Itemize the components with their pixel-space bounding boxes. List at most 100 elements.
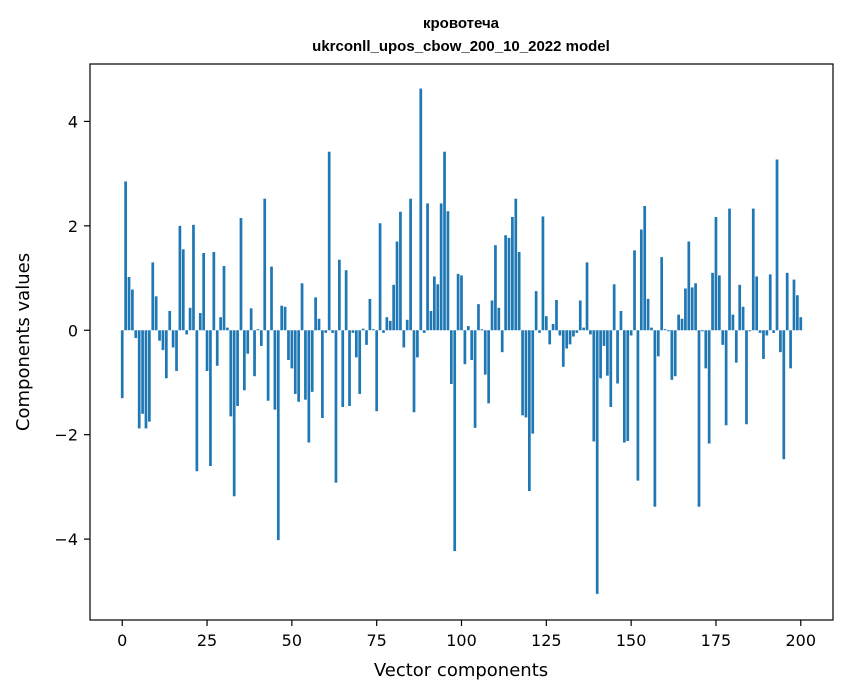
bar-component-26 <box>209 330 212 466</box>
bar-component-165 <box>680 318 684 331</box>
bar-component-171 <box>701 330 704 332</box>
bar-component-92 <box>433 276 436 331</box>
bar-component-125 <box>544 316 548 331</box>
bar-component-98 <box>453 330 457 552</box>
bar-component-124 <box>541 216 545 331</box>
bar-component-200 <box>799 317 803 331</box>
bar-component-138 <box>589 330 592 335</box>
bar-component-157 <box>653 330 657 507</box>
bar-component-172 <box>704 330 708 369</box>
bar-component-89 <box>422 330 426 333</box>
bar-component-166 <box>684 288 687 331</box>
bar-component-194 <box>779 330 782 353</box>
bar-component-1 <box>124 181 127 331</box>
bar-component-72 <box>365 330 368 345</box>
bar-component-53 <box>300 283 304 331</box>
bar-component-54 <box>304 330 307 400</box>
bar-component-158 <box>656 330 660 357</box>
bar-component-32 <box>229 330 233 417</box>
bar-component-37 <box>246 330 250 354</box>
bar-component-96 <box>446 211 450 331</box>
bar-component-28 <box>215 330 219 366</box>
bar-component-160 <box>663 329 667 331</box>
bar-component-50 <box>290 330 294 369</box>
bar-component-161 <box>667 330 670 332</box>
bar-component-93 <box>436 284 440 331</box>
bar-component-42 <box>263 198 267 331</box>
bar-component-119 <box>524 330 528 418</box>
bar-component-85 <box>409 198 412 331</box>
bar-component-67 <box>348 330 351 406</box>
bar-component-17 <box>178 225 182 331</box>
bar-component-35 <box>239 218 243 331</box>
bar-component-46 <box>276 330 280 541</box>
bar-component-149 <box>626 330 630 441</box>
bar-component-164 <box>677 314 680 331</box>
bar-component-5 <box>137 330 141 429</box>
bar-component-103 <box>470 330 474 361</box>
bar-component-60 <box>324 330 328 333</box>
bar-component-186 <box>751 208 755 331</box>
bar-component-152 <box>636 330 640 481</box>
x-tick-label: 125 <box>531 631 562 650</box>
bar-component-31 <box>226 327 229 331</box>
bar-component-74 <box>371 329 375 331</box>
bar-component-95 <box>443 151 446 331</box>
x-tick-label: 50 <box>282 631 302 650</box>
bar-component-63 <box>334 330 338 483</box>
bar-component-150 <box>629 330 633 336</box>
bar-component-51 <box>293 330 297 394</box>
bar-component-15 <box>171 330 175 348</box>
bar-component-11 <box>158 330 161 341</box>
bar-component-175 <box>714 216 718 331</box>
bar-component-187 <box>755 276 759 331</box>
bar-component-182 <box>738 284 742 331</box>
bar-component-155 <box>646 298 650 331</box>
bar-component-22 <box>195 330 199 472</box>
bar-component-80 <box>392 284 395 331</box>
bar-component-8 <box>148 330 151 422</box>
bar-component-18 <box>181 249 185 331</box>
bar-component-71 <box>361 328 365 331</box>
y-axis-label: Components values <box>13 253 34 431</box>
bar-component-195 <box>782 330 786 460</box>
bar-component-107 <box>483 330 487 375</box>
bar-component-151 <box>633 250 636 331</box>
bar-component-199 <box>796 295 799 331</box>
bar-component-47 <box>280 305 284 331</box>
bar-component-64 <box>338 259 341 331</box>
bar-component-184 <box>745 330 748 425</box>
chart-title: кровотеча <box>423 15 500 32</box>
bar-component-4 <box>134 330 138 339</box>
bar-component-21 <box>192 224 195 331</box>
bar-component-116 <box>514 198 518 331</box>
bar-component-57 <box>314 297 317 331</box>
bar-component-52 <box>297 330 300 402</box>
bar-component-83 <box>402 330 406 348</box>
bar-component-168 <box>690 287 694 331</box>
bar-component-131 <box>565 330 569 349</box>
bar-component-78 <box>385 317 389 331</box>
bar-component-66 <box>344 270 348 331</box>
bar-component-140 <box>595 330 599 594</box>
x-axis-label: Vector components <box>374 660 548 681</box>
bar-component-112 <box>500 330 504 353</box>
y-tick-label: 2 <box>68 217 78 236</box>
chart-subtitle: ukrconll_upos_cbow_200_10_2022 model <box>312 38 610 55</box>
bar-component-198 <box>792 279 796 331</box>
bar-component-3 <box>131 289 134 331</box>
bar-component-56 <box>310 330 314 392</box>
bar-component-133 <box>572 330 575 337</box>
bar-component-109 <box>490 300 494 331</box>
bar-component-127 <box>551 323 555 331</box>
bar-component-58 <box>317 318 321 331</box>
bar-component-100 <box>460 275 463 331</box>
bar-component-62 <box>331 330 334 333</box>
bar-component-19 <box>185 330 189 335</box>
bar-component-191 <box>768 274 772 331</box>
bar-component-23 <box>198 313 202 331</box>
bar-component-59 <box>321 330 324 418</box>
bar-component-192 <box>772 330 775 333</box>
bar-component-73 <box>368 298 372 331</box>
